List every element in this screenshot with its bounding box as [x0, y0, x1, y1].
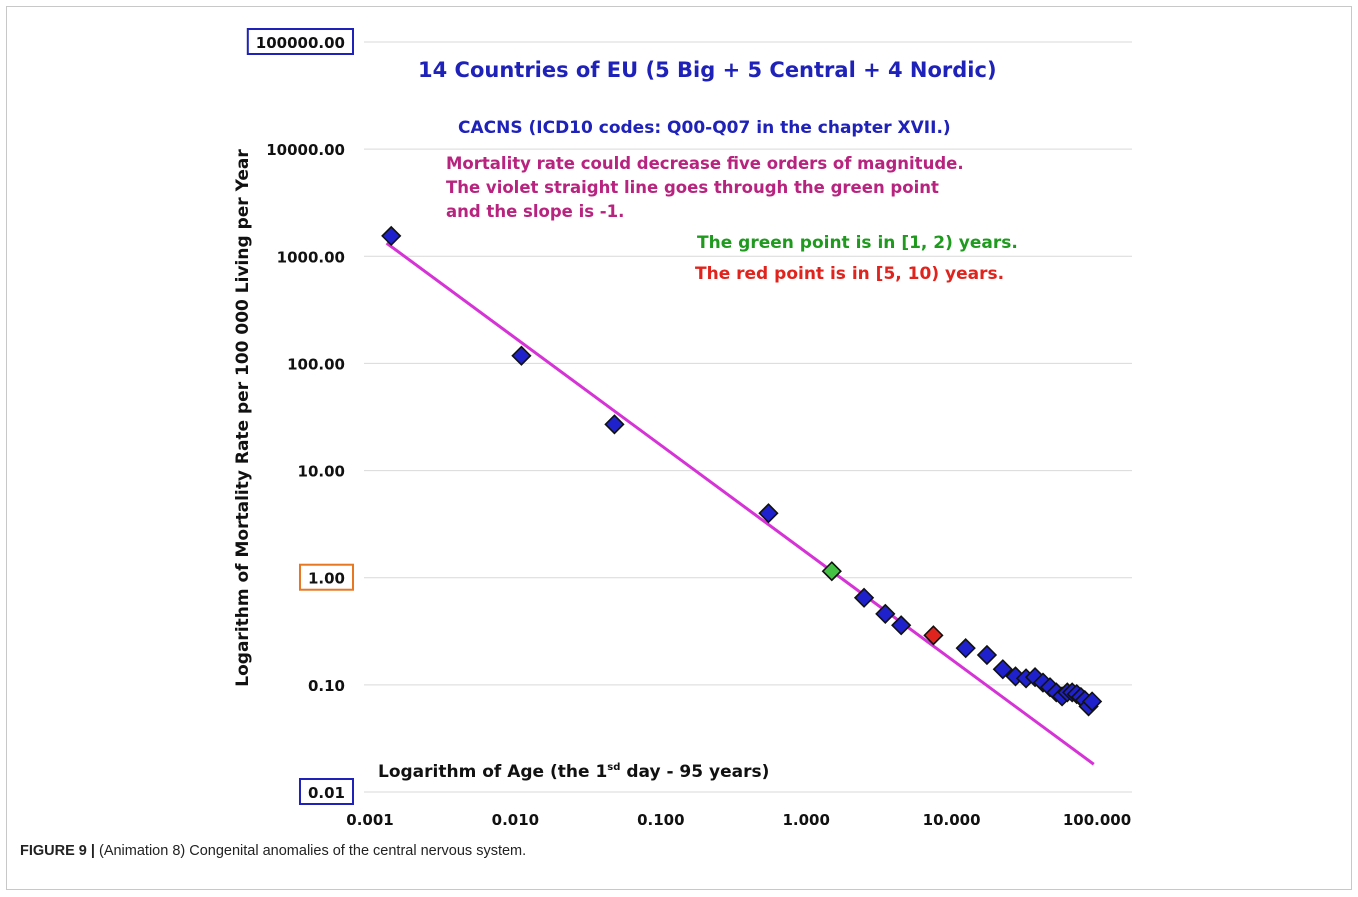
red-point-note: The red point is in [5, 10) years.: [695, 264, 1005, 284]
y-tick-label: 100000.00: [256, 34, 345, 52]
fit-line: [385, 241, 1095, 766]
magenta-note-line: and the slope is -1.: [446, 202, 625, 221]
data-point: [381, 225, 402, 247]
data-point: [875, 603, 896, 624]
y-tick-label: 1.00: [308, 570, 345, 588]
y-tick-label: 10.00: [298, 463, 345, 481]
x-tick-label: 10.000: [923, 811, 981, 829]
y-tick-label: 1000.00: [277, 248, 345, 266]
caption-label: FIGURE 9 |: [20, 843, 95, 859]
magenta-note-line: Mortality rate could decrease five order…: [446, 154, 964, 173]
data-point: [1081, 691, 1103, 712]
chart-title: 14 Countries of EU (5 Big + 5 Central + …: [418, 58, 997, 82]
x-axis-label-sup: sd: [607, 762, 621, 773]
data-point: [604, 414, 625, 435]
x-ticks: 0.001 0.010 0.100 1.000 10.000 100.000: [346, 811, 1131, 829]
y-tick-label: 10000.00: [266, 141, 345, 159]
green-data-point: [821, 561, 842, 582]
y-tick-box: [246, 28, 354, 55]
x-axis-label-pre: Logarithm of Age (the 1: [378, 762, 608, 782]
x-tick-label: 0.100: [637, 811, 684, 829]
chart-subtitle: CACNS (ICD10 codes: Q00-Q07 in the chapt…: [458, 118, 951, 138]
x-tick-label: 1.000: [782, 811, 829, 829]
data-point: [853, 587, 875, 608]
magenta-note-line: The violet straight line goes through th…: [446, 178, 939, 197]
data-point: [758, 503, 779, 524]
data-point: [511, 345, 532, 366]
data-point: [891, 615, 912, 636]
grid-lines: [364, 41, 1132, 793]
x-tick-label: 100.000: [1063, 811, 1131, 829]
caption-text: (Animation 8) Congenital anomalies of th…: [94, 843, 527, 859]
y-tick-box: [298, 778, 354, 805]
x-tick-label: 0.001: [346, 811, 393, 829]
data-point: [992, 659, 1013, 680]
red-data-point: [923, 625, 944, 646]
figure-frame: [6, 6, 1352, 890]
magenta-note: Mortality rate could decrease five order…: [446, 152, 964, 224]
data-point: [976, 644, 998, 666]
green-point-note: The green point is in [1, 2) years.: [697, 233, 1018, 253]
y-ticks: 0.01 0.10 1.00 10.00 100.00 1000.00 10000.00 10…: [246, 28, 354, 805]
y-tick-label: 0.01: [308, 784, 345, 802]
x-axis-label: Logarithm of Age (the 1sd day - 95 years…: [378, 762, 769, 782]
figure-caption: FIGURE 9 | (Animation 8) Congenital anom…: [20, 843, 526, 859]
data-points: [381, 225, 1103, 717]
y-axis-label: Logarithm of Mortality Rate per 100 000 …: [233, 149, 253, 687]
data-point: [955, 638, 976, 659]
y-tick-label: 0.10: [308, 677, 345, 695]
x-tick-label: 0.010: [492, 811, 539, 829]
y-tick-box: [298, 563, 354, 591]
x-axis-label-post: day - 95 years): [620, 762, 770, 782]
y-tick-label: 100.00: [287, 355, 345, 373]
